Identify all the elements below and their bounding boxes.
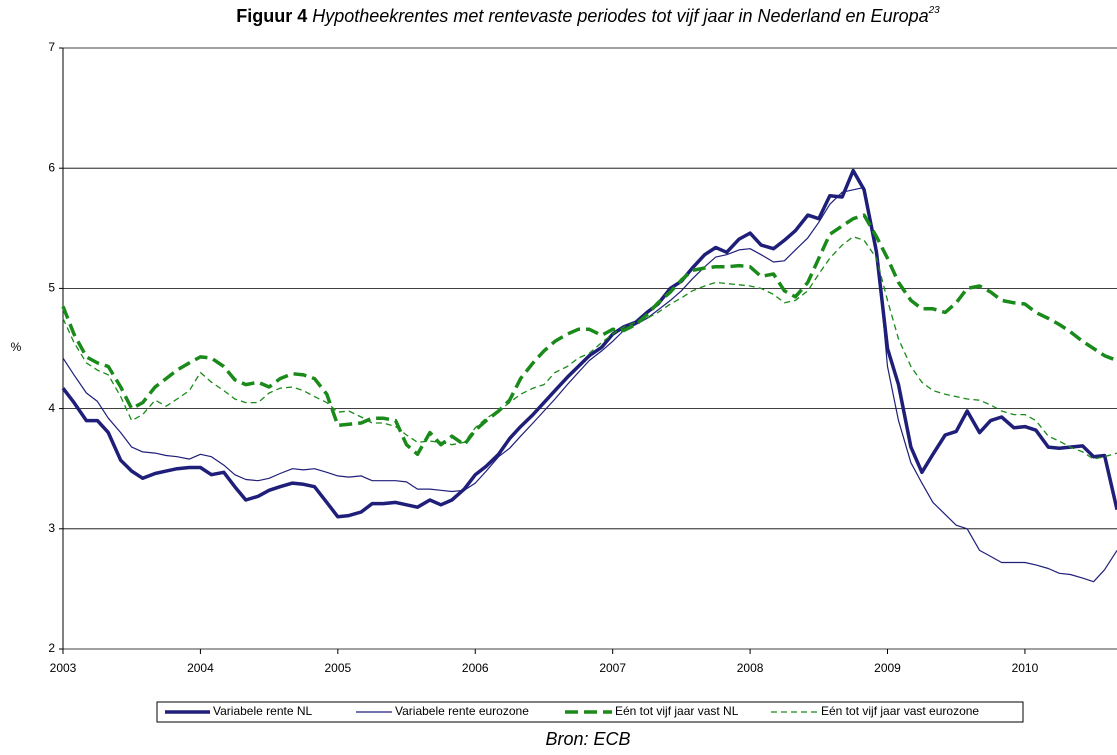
series-line: [61, 213, 1117, 457]
y-tick-label: 3: [48, 521, 55, 535]
legend-label: Variabele rente eurozone: [395, 704, 529, 718]
legend-label: Variabele rente NL: [213, 704, 312, 718]
x-tick-label: 2008: [737, 661, 764, 675]
x-tick-label: 2005: [324, 661, 351, 675]
y-axis-label: %: [11, 340, 22, 354]
x-tick-label: 2007: [599, 661, 626, 675]
title-text: Hypotheekrentes met rentevaste periodes …: [312, 6, 928, 26]
x-tick-label: 2009: [874, 661, 901, 675]
source-note: Bron: ECB: [545, 729, 630, 749]
legend-label: Eén tot vijf jaar vast eurozone: [821, 704, 979, 718]
y-tick-label: 5: [48, 281, 55, 295]
chart-title: Figuur 4 Hypotheekrentes met rentevaste p…: [236, 5, 940, 26]
series-line: [61, 168, 1117, 519]
y-tick-label: 2: [48, 641, 55, 655]
title-label: Figuur 4: [236, 6, 307, 26]
series-line: [62, 186, 1117, 583]
x-tick-label: 2003: [50, 661, 77, 675]
y-tick-label: 4: [48, 401, 55, 415]
x-tick-label: 2006: [462, 661, 489, 675]
y-tick-label: 6: [48, 160, 55, 174]
series-line: [62, 236, 1117, 460]
title-footnote: 23: [928, 5, 941, 16]
x-tick-label: 2010: [1012, 661, 1039, 675]
legend-label: Eén tot vijf jaar vast NL: [615, 704, 739, 718]
y-tick-label: 7: [48, 40, 55, 54]
x-tick-label: 2004: [187, 661, 214, 675]
